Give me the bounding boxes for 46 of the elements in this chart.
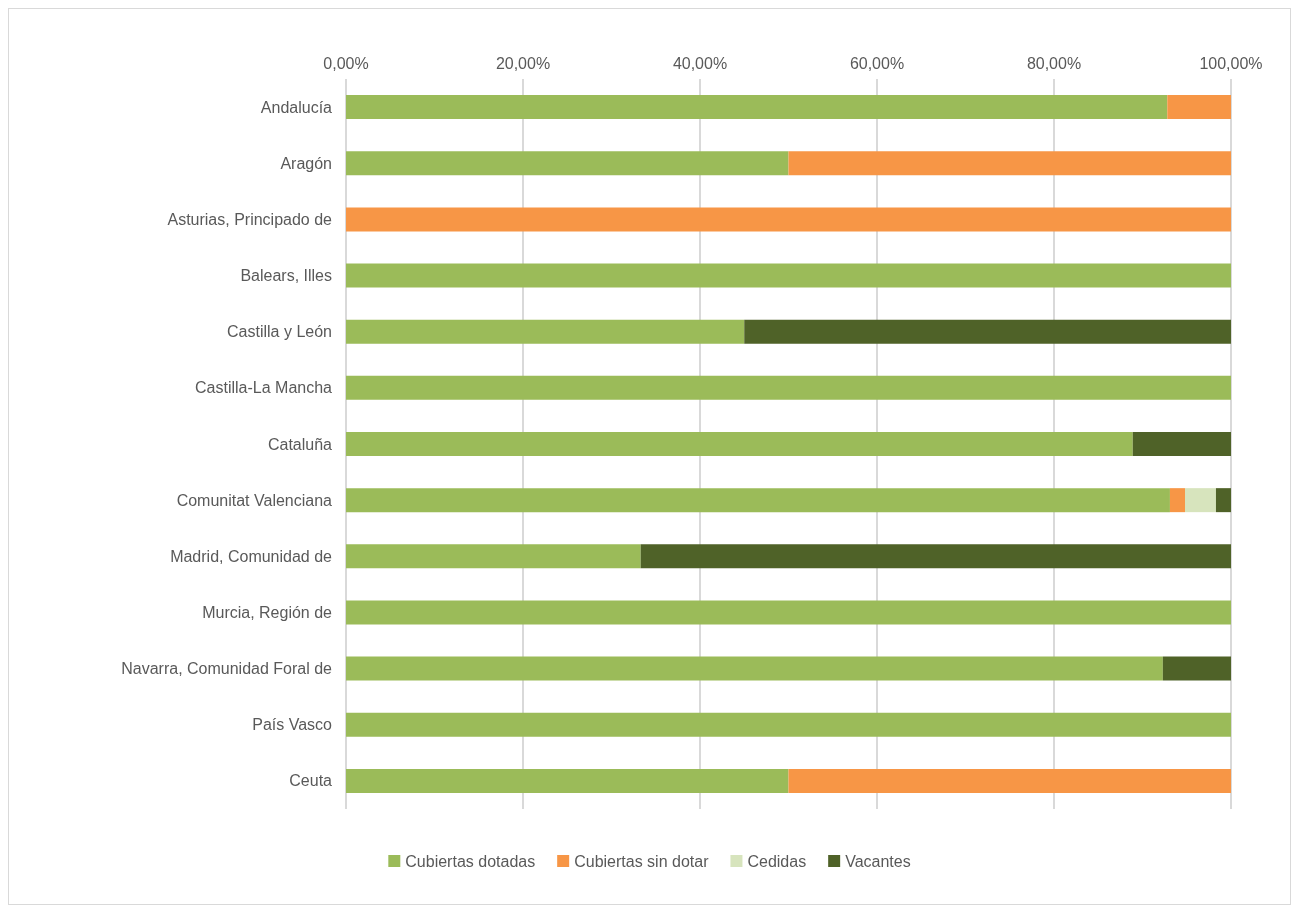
- bar: [346, 263, 1231, 288]
- bar: [346, 95, 1168, 120]
- bar: [346, 151, 789, 176]
- legend-label: Cedidas: [747, 852, 807, 870]
- legend-label: Cubiertas dotadas: [405, 852, 536, 870]
- bar: [346, 768, 789, 793]
- x-tick-label: 100,00%: [1199, 54, 1263, 72]
- y-tick-label: Aragón: [280, 154, 332, 172]
- y-tick-label: Asturias, Principado de: [167, 210, 333, 228]
- x-tick-label: 80,00%: [1026, 54, 1082, 72]
- y-tick-label: Castilla y León: [227, 323, 332, 341]
- bar: [1184, 488, 1216, 513]
- y-tick-label: País Vasco: [252, 716, 333, 734]
- bar: [744, 319, 1231, 344]
- bar: [346, 432, 1133, 456]
- y-tick-label: Navarra, Comunidad Foral de: [121, 660, 333, 678]
- bar: [346, 319, 745, 344]
- y-tick-label: Andalucía: [260, 98, 333, 116]
- bar: [1169, 488, 1185, 513]
- x-tick-label: 20,00%: [495, 54, 551, 72]
- bar: [640, 544, 1231, 569]
- y-tick-label: Madrid, Comunidad de: [170, 547, 333, 565]
- x-tick-label: 0,00%: [323, 54, 369, 72]
- legend-label: Cubiertas sin dotar: [574, 852, 710, 870]
- bar: [788, 151, 1231, 176]
- y-tick-label: Balears, Illes: [240, 267, 332, 285]
- x-tick-label: 60,00%: [849, 54, 905, 72]
- y-tick-label: Murcia, Región de: [202, 603, 333, 621]
- y-tick-label: Comunitat Valenciana: [176, 491, 333, 509]
- bar: [1215, 488, 1231, 513]
- bar: [788, 768, 1231, 793]
- bar: [1167, 95, 1231, 120]
- bar: [346, 544, 641, 569]
- bar: [346, 600, 1231, 625]
- bar: [346, 488, 1170, 513]
- bar: [346, 375, 1231, 400]
- y-tick-label: Castilla-La Mancha: [195, 379, 333, 397]
- bar: [346, 712, 1231, 737]
- bar: [346, 656, 1163, 681]
- bar: [1162, 656, 1231, 681]
- bar: [346, 207, 1231, 232]
- y-tick-label: Ceuta: [289, 772, 333, 790]
- legend-label: Vacantes: [845, 852, 911, 870]
- y-tick-label: Cataluña: [267, 435, 333, 453]
- x-tick-label: 40,00%: [672, 54, 728, 72]
- bar: [1132, 432, 1231, 456]
